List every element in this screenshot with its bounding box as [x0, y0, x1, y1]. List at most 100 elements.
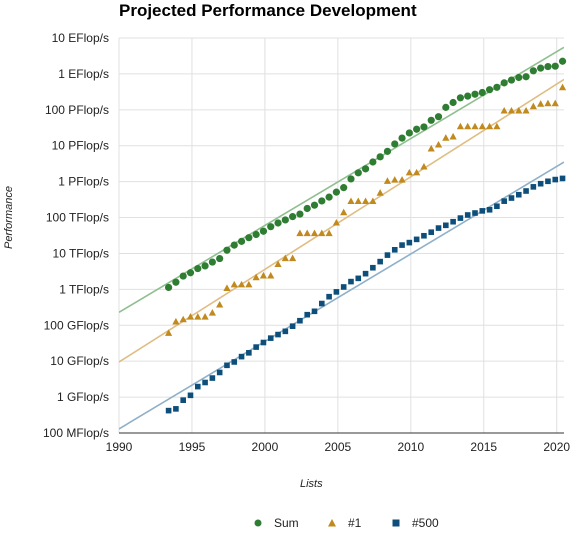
data-point-1: [456, 122, 465, 130]
x-tick-label: 2020: [543, 440, 570, 454]
data-point-1: [376, 189, 384, 196]
data-point-sum: [274, 219, 282, 227]
data-point-500: [246, 350, 252, 356]
data-point-sum: [391, 140, 399, 148]
data-point-sum: [259, 227, 268, 235]
data-point-500: [165, 407, 172, 414]
y-axis-label: Performance: [3, 186, 15, 249]
x-tick-label: 2015: [470, 440, 497, 454]
data-point-500: [180, 397, 186, 403]
y-tick-label: 10 GFlop/s: [50, 354, 109, 368]
legend-item-500[interactable]: #500: [392, 516, 439, 530]
data-point-1: [172, 317, 180, 325]
chart-legend: Sum #1 #500: [0, 516, 581, 532]
data-point-1: [369, 197, 377, 205]
data-point-sum: [201, 262, 209, 270]
data-point-sum: [405, 129, 413, 137]
data-point-500: [370, 264, 376, 271]
data-point-1: [216, 300, 224, 308]
data-point-sum: [208, 258, 216, 266]
data-point-500: [253, 344, 259, 350]
x-tick-label: 1990: [106, 440, 133, 454]
legend-item-1[interactable]: #1: [328, 516, 361, 530]
data-point-500: [435, 225, 442, 231]
data-point-sum: [194, 264, 202, 273]
y-tick-label: 1 EFlop/s: [58, 67, 109, 81]
data-point-1: [340, 208, 348, 216]
data-point-500: [515, 191, 522, 198]
data-point-sum: [442, 103, 450, 111]
legend-item-sum[interactable]: Sum: [254, 516, 299, 530]
data-point-1: [354, 197, 362, 205]
data-point-500: [464, 212, 471, 218]
data-point-sum: [478, 88, 486, 97]
data-point-500: [530, 184, 537, 190]
y-tick-label: 10 PFlop/s: [52, 139, 109, 153]
data-point-sum: [434, 113, 443, 121]
data-point-500: [187, 392, 194, 399]
data-point-sum: [252, 230, 260, 239]
data-point-1: [537, 100, 545, 107]
data-point-500: [443, 222, 449, 229]
data-point-1: [179, 315, 187, 323]
data-point-1: [201, 312, 209, 320]
data-point-sum: [310, 201, 319, 209]
data-point-sum: [223, 246, 231, 254]
data-point-sum: [369, 158, 377, 166]
data-point-sum: [340, 184, 348, 192]
data-point-500: [216, 369, 223, 376]
data-point-1: [464, 122, 472, 130]
data-point-sum: [245, 234, 253, 242]
data-point-sum: [361, 165, 370, 173]
legend-triangle-marker-icon: [328, 519, 336, 527]
data-point-sum: [216, 254, 224, 263]
data-point-sum: [449, 98, 457, 107]
data-point-sum: [267, 223, 275, 231]
data-point-500: [224, 362, 230, 369]
data-point-500: [209, 375, 216, 381]
data-point-1: [230, 280, 238, 288]
data-point-500: [275, 331, 281, 338]
data-point-sum: [456, 94, 465, 102]
trend-line-1: [119, 78, 564, 363]
data-point-1: [383, 177, 392, 184]
data-point-1: [398, 176, 406, 183]
data-point-sum: [522, 73, 530, 81]
data-point-1: [318, 229, 326, 237]
data-point-1: [165, 329, 173, 336]
data-point-1: [237, 280, 246, 288]
data-point-500: [267, 335, 274, 341]
data-point-sum: [179, 272, 187, 280]
data-point-sum: [500, 79, 508, 87]
data-point-sum: [383, 147, 392, 155]
data-point-500: [537, 180, 544, 187]
y-tick-label: 1 PFlop/s: [58, 175, 109, 189]
data-point-500: [348, 278, 354, 285]
data-point-1: [186, 312, 195, 320]
data-point-1: [259, 271, 268, 279]
legend-label-500: #500: [412, 516, 439, 530]
data-point-sum: [464, 92, 472, 100]
data-point-1: [449, 132, 457, 140]
data-point-1: [303, 229, 311, 237]
data-point-sum: [515, 73, 523, 82]
data-point-sum: [529, 67, 537, 75]
data-point-500: [326, 293, 332, 300]
data-point-1: [529, 102, 537, 110]
data-point-1: [493, 122, 501, 130]
y-tick-label: 100 MFlop/s: [43, 426, 109, 440]
data-point-500: [260, 339, 267, 346]
y-tick-label: 100 TFlop/s: [46, 211, 109, 225]
data-point-1: [245, 280, 253, 288]
data-point-1: [522, 106, 530, 114]
data-point-500: [552, 176, 559, 183]
data-point-500: [173, 406, 179, 412]
data-point-sum: [237, 237, 246, 245]
data-point-500: [457, 215, 464, 221]
data-point-sum: [354, 169, 362, 177]
data-point-500: [523, 188, 529, 194]
x-tick-label: 2010: [397, 440, 424, 454]
data-point-sum: [507, 76, 516, 84]
data-point-1: [274, 260, 282, 268]
y-tick-label: 1 GFlop/s: [57, 390, 109, 404]
